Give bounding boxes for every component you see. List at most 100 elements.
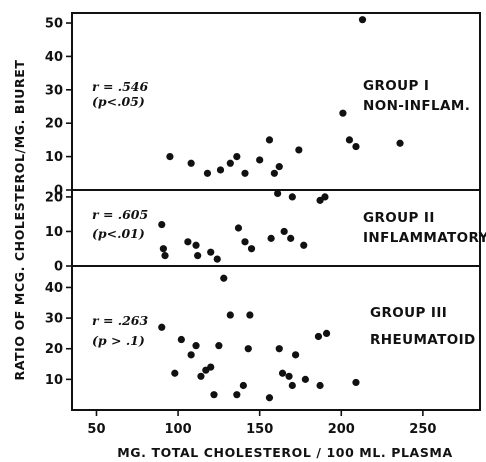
data-point xyxy=(233,153,241,161)
data-point xyxy=(192,241,200,249)
x-tick-label: 250 xyxy=(409,422,436,437)
y-tick-label: 40 xyxy=(45,281,63,296)
y-tick-label: 10 xyxy=(45,373,63,388)
data-point xyxy=(213,255,221,263)
data-point xyxy=(226,311,234,319)
y-tick-label: 10 xyxy=(45,225,63,240)
data-point xyxy=(270,169,278,177)
data-point xyxy=(265,394,274,402)
y-tick-label: 0 xyxy=(54,184,63,199)
data-point xyxy=(244,345,252,353)
data-point xyxy=(358,16,367,24)
x-tick-label: 50 xyxy=(87,422,105,437)
data-point xyxy=(246,311,254,319)
data-point xyxy=(275,345,283,353)
y-tick-label: 30 xyxy=(45,312,63,327)
data-point xyxy=(234,224,243,232)
data-point xyxy=(256,156,264,164)
data-point xyxy=(345,136,354,144)
panel-group-3: 10 20 30 40 GROUP III RHEUMATOID r = .263 (p > … xyxy=(45,274,476,402)
p-value-label: (p<.01) xyxy=(92,226,145,241)
data-point xyxy=(203,169,212,177)
data-point xyxy=(215,342,223,350)
panel-frame-3 xyxy=(71,265,481,411)
data-point xyxy=(316,381,324,390)
data-point xyxy=(197,372,205,380)
group-label: GROUP II xyxy=(363,210,435,226)
data-point xyxy=(220,274,228,282)
y-tick-label: 30 xyxy=(45,83,63,98)
data-point xyxy=(301,375,309,383)
data-point xyxy=(265,136,274,144)
correlation-label: r = .546 xyxy=(92,79,149,94)
x-axis-title: MG. TOTAL CHOLESTEROL / 100 ML. PLASMA xyxy=(117,445,452,460)
data-point xyxy=(239,381,247,390)
data-point xyxy=(159,245,167,253)
data-point xyxy=(171,369,179,377)
data-point xyxy=(161,252,169,260)
data-point xyxy=(177,335,185,344)
data-point xyxy=(210,391,218,399)
data-point xyxy=(267,234,275,242)
panel-frames xyxy=(71,12,481,411)
data-point xyxy=(158,323,166,331)
data-point xyxy=(241,169,249,177)
correlation-label: r = .605 xyxy=(92,207,148,222)
data-point xyxy=(216,166,225,174)
group-sublabel: INFLAMMATORY xyxy=(363,230,486,246)
data-point xyxy=(396,139,404,147)
y-tick-label: 20 xyxy=(45,190,63,205)
data-point xyxy=(339,109,347,117)
data-point xyxy=(192,342,200,350)
data-point xyxy=(166,153,174,161)
data-point xyxy=(280,227,288,236)
group-sublabel: NON-INFLAM. xyxy=(363,98,470,114)
data-point xyxy=(291,351,300,359)
panel-group-2: 0 10 20 GROUP II INFLAMMATORY r = .605 (p<.01) xyxy=(45,189,486,275)
data-point xyxy=(187,159,195,167)
data-point xyxy=(285,372,293,380)
y-tick-label: 20 xyxy=(45,342,63,357)
y-tick-label: 20 xyxy=(45,117,63,132)
group-sublabel: RHEUMATOID xyxy=(370,332,476,348)
data-point xyxy=(352,378,360,387)
data-point xyxy=(295,146,303,154)
panel-group-1: 0 10 20 30 40 50 GROUP I NON-INFLAM. r = .546(p<… xyxy=(45,16,470,199)
data-point xyxy=(207,248,215,256)
data-point xyxy=(321,193,329,201)
data-point xyxy=(288,381,296,390)
y-tick-label: 50 xyxy=(45,17,63,32)
data-point xyxy=(352,142,360,151)
x-tick-label: 200 xyxy=(328,422,355,437)
data-point xyxy=(300,241,308,249)
data-point xyxy=(158,220,166,229)
data-point xyxy=(314,332,323,341)
data-point xyxy=(207,363,215,371)
data-point xyxy=(184,238,192,246)
data-point xyxy=(194,252,202,260)
correlation-label: r = .263 xyxy=(92,313,149,328)
y-tick-label: 0 xyxy=(54,260,63,275)
data-point xyxy=(241,238,249,246)
x-tick-label: 100 xyxy=(165,422,192,437)
y-axis-title: RATIO OF MCG. CHOLESTEROL/MG. BIURET xyxy=(12,59,27,380)
data-point xyxy=(322,329,331,338)
group-label: GROUP III xyxy=(370,305,447,321)
y-tick-label: 10 xyxy=(45,150,63,165)
data-point xyxy=(274,189,282,198)
data-point xyxy=(233,391,241,399)
x-axis: 50 100 150 200 250 xyxy=(87,410,436,437)
p-value-label: (p > .1) xyxy=(92,333,145,348)
data-point xyxy=(275,163,283,171)
y-tick-label: 40 xyxy=(45,50,63,65)
data-point xyxy=(288,193,296,201)
x-tick-label: 150 xyxy=(246,422,273,437)
data-point xyxy=(278,369,287,377)
data-point xyxy=(247,245,256,253)
p-value-label: (p<.05) xyxy=(92,94,145,109)
data-point xyxy=(287,234,295,242)
data-point xyxy=(226,159,234,167)
group-label: GROUP I xyxy=(363,78,429,94)
data-point xyxy=(187,351,195,359)
